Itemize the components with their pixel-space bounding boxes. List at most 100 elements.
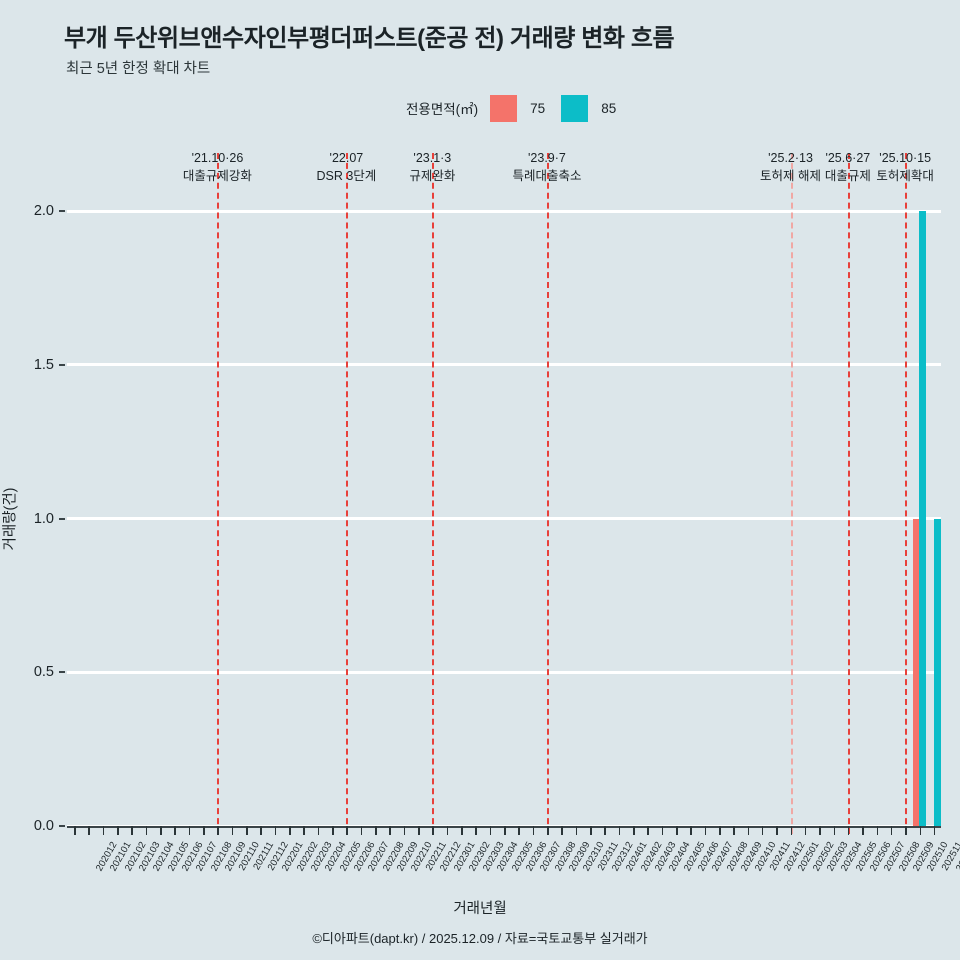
x-tick-mark <box>289 826 291 835</box>
x-tick-mark <box>546 826 549 835</box>
chart-legend: 전용면적(㎡) 75 85 <box>406 94 632 122</box>
event-line-202207 <box>346 153 349 834</box>
x-tick-mark <box>532 826 535 835</box>
x-tick-mark <box>933 826 936 835</box>
x-tick-mark <box>88 826 91 835</box>
event-date: '22.07 <box>329 151 364 165</box>
x-tick-mark <box>718 826 721 835</box>
event-date: '23.1·3 <box>413 151 452 165</box>
x-tick-mark <box>618 826 621 835</box>
event-line-202301 <box>432 153 435 834</box>
plot-area: 거래량(건) 0.0 0.5 1.0 1.5 2.0 '21.10·26 대출규제강화 '22.… <box>3 151 941 834</box>
event-line-202506 <box>847 153 850 834</box>
x-tick-mark <box>862 826 864 835</box>
x-axis-label: 거래년월 <box>453 901 507 917</box>
x-tick-mark <box>231 826 234 835</box>
x-tick-mark <box>790 826 793 835</box>
x-tick-mark <box>389 826 391 835</box>
x-tick-mark <box>690 826 692 835</box>
x-tick-mark <box>675 826 678 835</box>
x-tick-mark <box>647 826 649 835</box>
legend-swatch-icon-85 <box>561 94 589 122</box>
event-label: DSR 3단계 <box>316 169 377 184</box>
legend-label-85: 85 <box>601 100 617 116</box>
y-tick-mark <box>59 517 65 520</box>
bar[interactable] <box>933 518 941 826</box>
x-tick-mark <box>246 826 248 835</box>
x-tick-mark <box>561 826 563 835</box>
bar[interactable] <box>912 518 920 826</box>
legend-swatch-icon-75 <box>490 94 518 122</box>
x-tick-mark <box>145 826 148 835</box>
event-annotation-202506: '25.6·27 대출규제 <box>825 149 871 185</box>
x-tick-mark <box>833 826 836 835</box>
event-label: 토허제 해제 <box>760 169 822 184</box>
x-tick-mark <box>432 826 434 835</box>
y-tick-label: 0.0 <box>33 818 54 834</box>
event-date: '25.10·15 <box>879 151 932 165</box>
x-tick-mark <box>332 826 334 835</box>
x-tick-mark <box>418 826 420 835</box>
x-tick-mark <box>632 826 635 835</box>
gridline <box>67 670 941 674</box>
x-tick-mark <box>346 826 348 835</box>
bar[interactable] <box>919 211 927 826</box>
x-tick-mark <box>446 826 449 835</box>
x-tick-mark <box>74 826 76 835</box>
legend-item-85[interactable]: 85 <box>561 94 632 122</box>
page-subtitle: 최근 5년 한정 확대 차트 <box>66 61 211 77</box>
event-annotation-202502: '25.2·13 토허제 해제 <box>760 149 821 185</box>
x-tick-mark <box>217 826 220 835</box>
x-tick-mark <box>102 826 105 835</box>
event-line-202309 <box>546 153 549 834</box>
event-annotation-202309: '23.9·7 특례대출축소 <box>512 149 581 185</box>
x-tick-mark <box>174 826 177 835</box>
page-title: 부개 두산위브앤수자인부평더퍼스트(준공 전) 거래량 변화 흐름 <box>64 25 675 52</box>
event-line-202502 <box>790 153 793 834</box>
event-label: 규제완화 <box>409 169 456 184</box>
event-label: 토허제확대 <box>876 169 934 184</box>
x-tick-mark <box>131 826 134 835</box>
x-tick-mark <box>589 826 592 835</box>
legend-item-75[interactable]: 75 <box>490 94 561 122</box>
x-tick-mark <box>403 826 406 835</box>
x-tick-mark <box>117 826 119 835</box>
x-tick-mark <box>461 826 463 835</box>
event-date: '25.6·27 <box>825 151 871 165</box>
x-tick-mark <box>317 826 320 835</box>
x-tick-mark <box>761 826 764 835</box>
y-tick-label: 1.5 <box>33 356 54 373</box>
event-date: '25.2·13 <box>768 151 813 165</box>
event-annotation-202510: '25.10·15 토허제확대 <box>876 149 934 185</box>
event-annotation-202301: '23.1·3 규제완화 <box>409 149 455 185</box>
event-label: 대출규제강화 <box>182 169 252 184</box>
event-label: 대출규제 <box>824 169 871 184</box>
x-tick-mark <box>489 826 492 835</box>
y-tick-mark <box>59 363 65 366</box>
x-tick-mark <box>518 826 520 835</box>
x-tick-mark <box>303 826 305 835</box>
x-tick-mark <box>847 826 850 835</box>
x-tick-mark <box>876 826 879 835</box>
y-tick-mark <box>59 825 65 827</box>
x-tick-mark <box>919 826 922 835</box>
x-tick-mark <box>260 826 263 835</box>
x-tick-mark <box>188 826 191 835</box>
y-axis-label: 거래량(건) <box>2 486 19 551</box>
x-tick-mark <box>661 826 664 835</box>
x-axis: 202012 202101 202102 202103 202104 202105 2021… <box>67 826 960 873</box>
x-tick-mark <box>504 826 506 835</box>
event-annotation-202110: '21.10·26 대출규제강화 <box>183 149 252 185</box>
gridline <box>67 517 941 520</box>
event-line-202510 <box>905 153 908 834</box>
gridline <box>67 363 941 367</box>
event-date: '21.10·26 <box>191 151 244 165</box>
x-tick-mark <box>747 826 750 835</box>
y-tick-label: 2.0 <box>33 203 54 219</box>
y-tick-label: 0.5 <box>33 664 54 681</box>
x-tick-mark <box>890 826 893 835</box>
x-tick-mark <box>819 826 821 835</box>
event-line-202110 <box>217 153 220 834</box>
legend-title: 전용면적(㎡) <box>406 102 479 117</box>
